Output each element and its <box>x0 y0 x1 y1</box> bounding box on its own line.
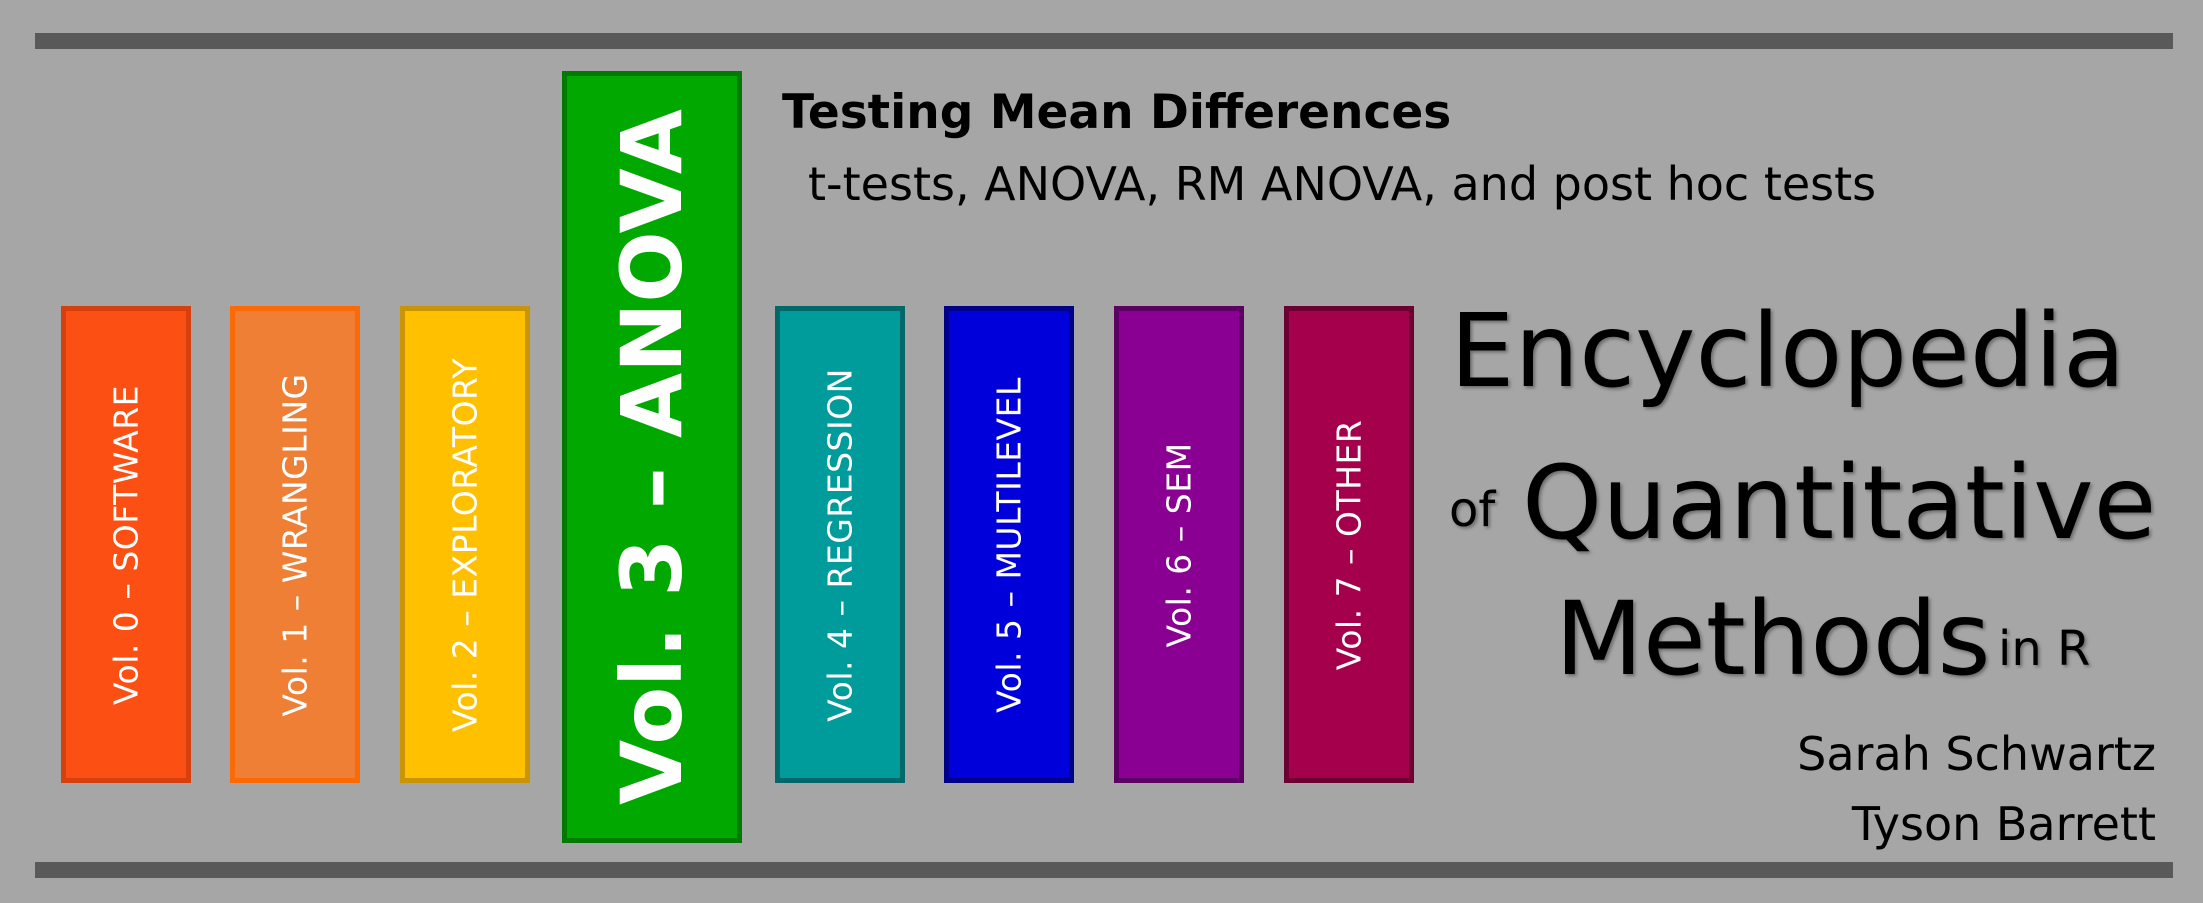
series-title-of: of <box>1449 482 1496 538</box>
book-spine-label: Vol. 0 – SOFTWARE <box>106 384 146 705</box>
book-spine-label: Vol. 6 – SEM <box>1159 441 1199 648</box>
book-vol-7: Vol. 7 – OTHER <box>1284 306 1414 783</box>
book-vol-5: Vol. 5 – MULTILEVEL <box>944 306 1074 783</box>
book-spine-label: Vol. 4 – REGRESSION <box>820 367 860 722</box>
book-vol-0: Vol. 0 – SOFTWARE <box>61 306 191 783</box>
volume-subheading: t-tests, ANOVA, RM ANOVA, and post hoc t… <box>808 157 1877 211</box>
book-vol-4: Vol. 4 – REGRESSION <box>775 306 905 783</box>
book-vol-3-featured: Vol. 3 – ANOVA <box>562 71 742 843</box>
book-spine-label: Vol. 3 – ANOVA <box>603 109 701 805</box>
bottom-divider <box>35 862 2173 878</box>
book-vol-1: Vol. 1 – WRANGLING <box>230 306 360 783</box>
book-spine-label: Vol. 1 – WRANGLING <box>275 372 315 717</box>
author-name: Sarah Schwartz <box>1797 727 2156 781</box>
book-vol-6: Vol. 6 – SEM <box>1114 306 1244 783</box>
volume-heading: Testing Mean Differences <box>782 85 1452 140</box>
series-title-line-1: Encyclopedia <box>1450 292 2126 411</box>
book-spine-label: Vol. 2 – EXPLORATORY <box>445 357 485 732</box>
top-divider <box>35 33 2173 49</box>
series-title-line-3: Methods <box>1555 580 1991 699</box>
series-title-line-2: Quantitative <box>1522 444 2157 563</box>
series-title-in-r: in R <box>1998 621 2091 677</box>
book-spine-label: Vol. 7 – OTHER <box>1329 419 1369 670</box>
book-spine-label: Vol. 5 – MULTILEVEL <box>989 376 1029 713</box>
author-name: Tyson Barrett <box>1851 797 2156 851</box>
book-vol-2: Vol. 2 – EXPLORATORY <box>400 306 530 783</box>
